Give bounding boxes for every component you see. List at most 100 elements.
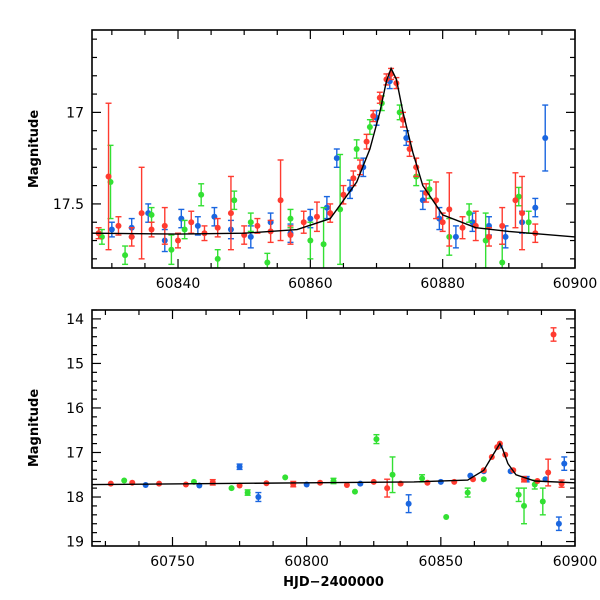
- data-point-blue: [108, 226, 115, 233]
- data-point-blue: [142, 481, 149, 488]
- data-point-green: [525, 219, 532, 226]
- data-point-red: [423, 189, 430, 196]
- data-point-blue: [333, 155, 340, 162]
- data-point-green: [122, 252, 129, 259]
- data-point-green: [244, 489, 251, 496]
- y-tick-label: 15: [66, 356, 84, 372]
- data-point-green: [499, 259, 506, 266]
- data-point-green: [228, 485, 235, 492]
- x-tick-label: 60900: [553, 554, 598, 570]
- data-point-red: [214, 224, 221, 231]
- bottom-panel-full-light-curve: 60750 60800 60850 60900 14 15 16 17 18 19 Magnitud…: [27, 309, 598, 590]
- x-tick-label: 60750: [150, 554, 195, 570]
- x-tick-label: 60880: [420, 276, 465, 292]
- data-point-red: [519, 210, 526, 217]
- data-point-green: [181, 226, 188, 233]
- plot-area: [92, 327, 575, 532]
- data-point-red: [115, 222, 122, 229]
- y-axis-title: Magnitude: [27, 389, 42, 468]
- data-point-green: [351, 488, 358, 495]
- x-axis-title: HJD−2400000: [283, 575, 384, 590]
- data-point-red: [290, 481, 297, 488]
- data-point-green: [287, 215, 294, 222]
- data-point-red: [343, 481, 350, 488]
- data-point-blue: [532, 204, 539, 211]
- data-point-blue: [452, 233, 459, 240]
- data-point-blue: [437, 478, 444, 485]
- data-point-red: [138, 210, 145, 217]
- data-point-red: [550, 331, 557, 338]
- data-point-blue: [347, 186, 354, 193]
- y-axis-title: Magnitude: [27, 110, 42, 189]
- plot-frame: [91, 309, 576, 547]
- data-point-red: [340, 191, 347, 198]
- data-point-red: [424, 479, 431, 486]
- data-point-blue: [405, 500, 412, 507]
- data-point-green: [466, 210, 473, 217]
- data-point-green: [320, 241, 327, 248]
- data-point-red: [227, 210, 234, 217]
- y-tick-label: 18: [66, 490, 84, 506]
- x-tick-label: 60800: [284, 554, 329, 570]
- model-fit-curve: [92, 442, 575, 486]
- data-point-red: [175, 237, 182, 244]
- data-point-red: [545, 469, 552, 476]
- data-point-red: [148, 226, 155, 233]
- data-point-green: [366, 124, 373, 131]
- data-point-blue: [555, 520, 562, 527]
- data-point-blue: [542, 476, 549, 483]
- data-point-red: [182, 481, 189, 488]
- data-point-red: [277, 197, 284, 204]
- data-point-green: [396, 109, 403, 116]
- data-point-green: [419, 475, 426, 482]
- y-tick-label: 19: [66, 535, 84, 551]
- data-point-red: [459, 224, 466, 231]
- data-point-blue: [542, 135, 549, 142]
- data-point-green: [282, 474, 289, 481]
- series-green-points: [98, 95, 532, 268]
- data-point-red: [188, 219, 195, 226]
- data-point-green: [264, 259, 271, 266]
- data-point-red: [512, 197, 519, 204]
- data-point-green: [168, 246, 175, 253]
- data-point-red: [485, 233, 492, 240]
- data-point-red: [439, 219, 446, 226]
- series-green-points: [121, 433, 546, 525]
- data-point-green: [214, 255, 221, 262]
- y-tick-label: 16: [66, 401, 84, 417]
- data-point-red: [287, 232, 294, 239]
- data-point-blue: [307, 215, 314, 222]
- x-tick-label: 60860: [288, 276, 333, 292]
- series-blue-points: [108, 73, 549, 253]
- data-point-red: [446, 206, 453, 213]
- model-fit-curve: [92, 66, 575, 238]
- y-tick-label: 17: [66, 445, 84, 461]
- x-tick-label: 60850: [419, 554, 464, 570]
- data-point-blue: [561, 460, 568, 467]
- data-point-green: [464, 489, 471, 496]
- data-point-green: [389, 471, 396, 478]
- data-point-red: [350, 175, 357, 182]
- data-point-blue: [194, 222, 201, 229]
- data-point-green: [121, 477, 128, 484]
- data-point-blue: [236, 463, 243, 470]
- data-point-blue: [255, 494, 262, 501]
- x-tick-label: 60840: [156, 276, 201, 292]
- data-point-green: [480, 476, 487, 483]
- top-panel-zoomed-light-curve: 60840 60860 60880 60900 17 17.5 Magnitude: [27, 29, 598, 292]
- plot-frame: [91, 29, 576, 269]
- data-point-green: [539, 498, 546, 505]
- y-tick-label: 17.5: [53, 197, 84, 213]
- data-point-red: [363, 138, 370, 145]
- x-tick-label: 60900: [553, 276, 598, 292]
- data-point-green: [231, 197, 238, 204]
- data-point-green: [353, 146, 360, 152]
- data-point-red: [376, 94, 383, 101]
- data-point-blue: [357, 480, 364, 487]
- y-tick-label: 17: [66, 105, 84, 121]
- series-red-points: [107, 327, 565, 498]
- data-point-green: [198, 191, 205, 198]
- data-point-blue: [502, 233, 509, 240]
- data-point-red: [300, 219, 307, 226]
